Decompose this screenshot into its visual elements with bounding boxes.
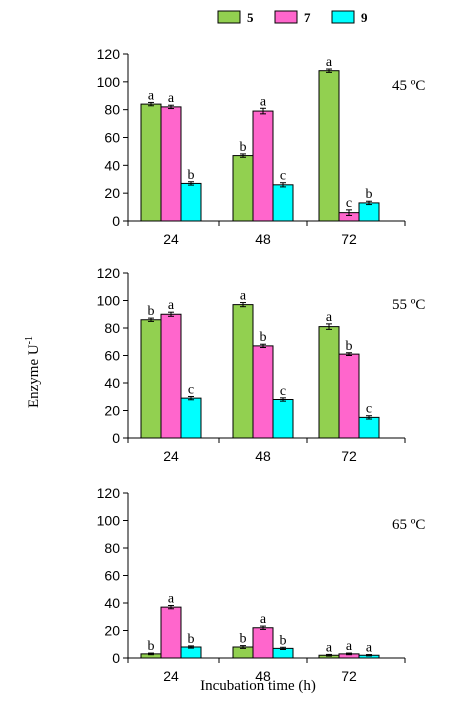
x-tick-label: 24 <box>163 448 179 464</box>
bar-9-24 <box>180 646 202 659</box>
significance-letter: a <box>148 88 155 103</box>
y-tick-label: 60 <box>104 568 120 584</box>
significance-letter: a <box>168 91 175 106</box>
bar-9-48 <box>272 184 294 222</box>
bar-7-48 <box>252 345 274 439</box>
panel-temperature-label: 45 ºC <box>392 78 425 94</box>
y-tick-label: 40 <box>104 595 120 611</box>
y-tick-label: 20 <box>104 623 120 639</box>
x-tick-label: 72 <box>341 231 357 247</box>
significance-letter: a <box>326 310 333 325</box>
legend-swatch-9 <box>331 10 355 24</box>
bar-7-24 <box>160 106 182 222</box>
y-tick-label: 40 <box>104 375 120 391</box>
panel-temperature-label: 65 ºC <box>392 517 425 533</box>
y-tick-label: 0 <box>112 430 120 446</box>
bar-9-48 <box>272 399 294 439</box>
bar-7-72 <box>338 353 360 439</box>
bar-5-48 <box>232 155 254 222</box>
y-tick-label: 20 <box>104 185 120 201</box>
y-tick-label: 60 <box>104 130 120 146</box>
y-tick-label: 80 <box>104 540 120 556</box>
significance-letter: c <box>280 169 286 184</box>
significance-letter: b <box>240 632 247 647</box>
legend-label-9: 9 <box>361 10 368 25</box>
bar-7-24 <box>160 606 182 659</box>
bar-5-48 <box>232 304 254 439</box>
significance-letter: a <box>240 289 247 304</box>
bar-9-72 <box>358 416 380 439</box>
bar-9-24 <box>180 182 202 222</box>
significance-letter: a <box>260 612 267 627</box>
significance-letter: b <box>148 639 155 654</box>
y-axis-label: Enzyme U-1 <box>24 336 42 408</box>
legend-label-5: 5 <box>247 10 254 25</box>
legend-label-7: 7 <box>304 10 311 25</box>
significance-letter: b <box>188 632 195 647</box>
bar-5-24 <box>140 319 162 439</box>
y-tick-label: 100 <box>97 293 121 309</box>
bar-7-24 <box>160 313 182 439</box>
significance-letter: b <box>240 140 247 155</box>
y-tick-label: 100 <box>97 513 121 529</box>
y-tick-label: 60 <box>104 348 120 364</box>
y-tick-label: 120 <box>97 46 121 62</box>
significance-letter: c <box>366 402 372 417</box>
significance-letter: a <box>168 591 175 606</box>
significance-letter: b <box>280 633 287 648</box>
significance-letter: b <box>188 168 195 183</box>
significance-letter: a <box>326 55 333 70</box>
significance-letter: b <box>148 304 155 319</box>
significance-letter: a <box>260 94 267 109</box>
y-tick-label: 120 <box>97 485 121 501</box>
x-tick-label: 48 <box>255 668 271 684</box>
x-tick-label: 48 <box>255 231 271 247</box>
bar-5-72 <box>318 70 340 222</box>
significance-letter: b <box>366 187 373 202</box>
significance-letter: a <box>366 641 373 656</box>
y-axis-label-superscript: -1 <box>24 336 35 344</box>
significance-letter: c <box>280 384 286 399</box>
significance-letter: a <box>346 639 353 654</box>
x-tick-label: 24 <box>163 231 179 247</box>
significance-letter: a <box>168 298 175 313</box>
y-axis-label-text: Enzyme U <box>26 344 42 408</box>
panel-temperature-label: 55 ºC <box>392 297 425 313</box>
bar-5-24 <box>140 103 162 222</box>
significance-letter: c <box>346 196 352 211</box>
legend: 5 7 9 <box>217 10 368 25</box>
y-tick-label: 0 <box>112 650 120 666</box>
y-tick-label: 100 <box>97 74 121 90</box>
bar-7-48 <box>252 110 274 222</box>
y-tick-label: 0 <box>112 213 120 229</box>
bar-9-72 <box>358 202 380 222</box>
x-tick-label: 72 <box>341 668 357 684</box>
y-tick-label: 80 <box>104 320 120 336</box>
significance-letter: a <box>326 640 333 655</box>
legend-swatch-5 <box>217 10 241 24</box>
significance-letter: c <box>188 382 194 397</box>
y-tick-label: 120 <box>97 265 121 281</box>
bar-7-48 <box>252 627 274 659</box>
y-tick-label: 80 <box>104 102 120 118</box>
x-tick-label: 72 <box>341 448 357 464</box>
x-tick-label: 24 <box>163 668 179 684</box>
y-tick-label: 20 <box>104 403 120 419</box>
legend-swatch-7 <box>274 10 298 24</box>
significance-letter: b <box>260 330 267 345</box>
bar-9-24 <box>180 397 202 439</box>
x-tick-label: 48 <box>255 448 271 464</box>
x-axis-label: Incubation time (h) <box>200 678 316 694</box>
significance-letter: b <box>346 339 353 354</box>
y-tick-label: 40 <box>104 157 120 173</box>
bar-5-72 <box>318 326 340 439</box>
